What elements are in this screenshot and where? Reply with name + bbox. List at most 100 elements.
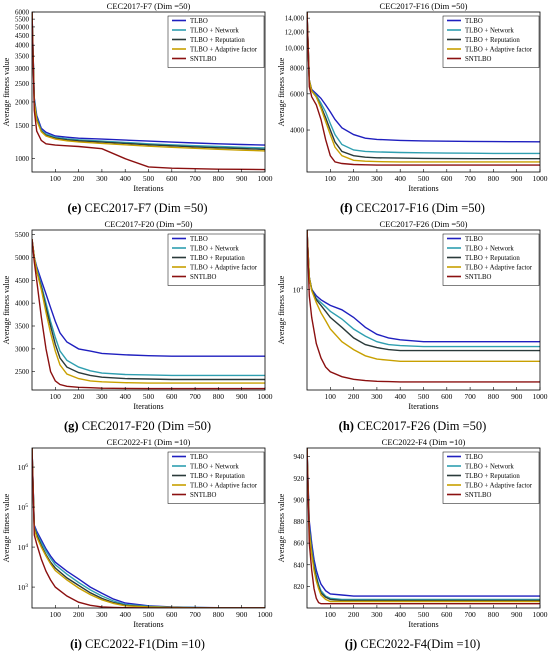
y-axis-label: Average fitness value — [277, 57, 286, 126]
chart-panel-e: CEC2017-F7 (Dim =50) 100 200 300 400 500 600 70… — [0, 0, 275, 218]
caption-h-letter: (h) — [338, 419, 354, 433]
legend: TLBO TLBO + Network TLBO + Reputation TLBO … — [167, 451, 265, 504]
caption-f-letter: (f) — [340, 201, 353, 215]
y-tick-label: 860 — [294, 540, 305, 548]
y-tick-label: 2500 — [15, 368, 30, 376]
y-tick-label: 820 — [294, 583, 305, 591]
x-tick-label: 500 — [418, 610, 430, 619]
x-tick-label: 900 — [511, 610, 523, 619]
x-tick-label: 100 — [50, 610, 62, 619]
x-axis-label: Iterations — [408, 402, 438, 411]
legend-label-1: TLBO — [190, 236, 208, 243]
x-tick-label: 500 — [418, 392, 430, 401]
series-line-1 — [307, 230, 540, 343]
series-line-5 — [32, 448, 265, 608]
x-tick-label: 100 — [325, 392, 337, 401]
legend-label-2: TLBO + Network — [465, 464, 514, 471]
x-tick-label: 700 — [189, 610, 201, 619]
x-tick-label: 800 — [213, 174, 225, 183]
caption-j-text: CEC2022-F4(Dim =10) — [360, 637, 481, 651]
y-tick-label: 5500 — [15, 231, 30, 239]
caption-h: (h) CEC2017-F26 (Dim =50) — [275, 419, 550, 434]
y-tick-label: 6000 — [290, 90, 305, 98]
x-tick-label: 900 — [511, 392, 523, 401]
y-tick-label: 1500 — [15, 122, 30, 130]
x-tick-label: 100 — [50, 174, 62, 183]
x-tick-label: 700 — [189, 392, 201, 401]
legend-label-2: TLBO + Network — [190, 246, 239, 253]
legend-label-2: TLBO + Network — [465, 246, 514, 253]
legend-label-4: TLBO + Adaptive factor — [190, 483, 258, 490]
x-tick-label: 700 — [189, 174, 201, 183]
chart-title: CEC2017-F26 (Dim =50) — [380, 219, 468, 229]
y-axis-label: Average fitness value — [277, 493, 286, 562]
series-line-1 — [307, 12, 540, 143]
y-axis-label: Average fitness value — [2, 275, 11, 344]
legend-label-3: TLBO + Reputation — [465, 37, 520, 44]
x-tick-label: 300 — [96, 392, 108, 401]
y-axis-label: Average fitness value — [277, 275, 286, 344]
chart-i: CEC2022-F1 (Dim =10) 100 200 300 400 500 600 70… — [2, 437, 273, 629]
caption-e: (e) CEC2017-F7 (Dim =50) — [0, 201, 275, 216]
caption-g: (g) CEC2017-F20 (Dim =50) — [0, 419, 275, 434]
legend-label-2: TLBO + Network — [190, 28, 239, 35]
chart-panel-g: CEC2017-F20 (Dim =50) 100 200 300 400 500 600 7… — [0, 218, 275, 436]
x-tick-label: 200 — [73, 392, 85, 401]
y-tick-label: 5000 — [15, 254, 30, 262]
legend-label-3: TLBO + Reputation — [190, 255, 245, 262]
caption-g-text: CEC2017-F20 (Dim =50) — [81, 419, 211, 433]
x-tick-label: 600 — [441, 392, 453, 401]
y-tick-label: 900 — [294, 496, 305, 504]
y-tick-label: 104 — [18, 543, 29, 552]
x-tick-label: 400 — [120, 174, 132, 183]
chart-j: CEC2022-F4 (Dim =10) 100 200 300 400 500 600 70… — [277, 437, 548, 629]
x-tick-label: 200 — [73, 610, 85, 619]
x-tick-label: 900 — [236, 174, 248, 183]
x-tick-label: 1000 — [258, 174, 273, 183]
x-tick-label: 300 — [96, 610, 108, 619]
x-tick-label: 700 — [464, 174, 476, 183]
caption-h-text: CEC2017-F26 (Dim =50) — [357, 419, 487, 433]
chart-g: CEC2017-F20 (Dim =50) 100 200 300 400 500 600 7… — [2, 219, 273, 411]
series-line-4 — [32, 12, 265, 152]
chart-panel-j: CEC2022-F4 (Dim =10) 100 200 300 400 500 600 70… — [275, 436, 550, 655]
caption-f-text: CEC2017-F16 (Dim =50) — [355, 201, 485, 215]
legend-label-4: TLBO + Adaptive factor — [465, 47, 533, 54]
caption-j-letter: (j) — [344, 637, 358, 651]
x-tick-label: 200 — [348, 610, 360, 619]
y-tick-label: 880 — [294, 518, 305, 526]
series-line-4 — [307, 230, 540, 363]
x-tick-label: 600 — [441, 174, 453, 183]
y-tick-label: 940 — [294, 453, 305, 461]
series-line-4 — [32, 239, 265, 384]
caption-e-text: CEC2017-F7 (Dim =50) — [84, 201, 208, 215]
x-tick-label: 700 — [464, 392, 476, 401]
x-tick-label: 1000 — [258, 392, 273, 401]
legend-label-5: SNTLBO — [190, 56, 217, 63]
x-tick-label: 400 — [395, 392, 407, 401]
x-tick-label: 800 — [213, 610, 225, 619]
legend: TLBO TLBO + Network TLBO + Reputation TLBO … — [442, 451, 540, 504]
legend-label-5: SNTLBO — [190, 274, 217, 281]
x-tick-label: 600 — [166, 392, 178, 401]
series-line-4 — [307, 12, 540, 163]
x-tick-label: 200 — [348, 392, 360, 401]
x-tick-label: 700 — [464, 610, 476, 619]
x-tick-label: 100 — [325, 174, 337, 183]
chart-panel-h: CEC2017-F26 (Dim =50) 100 200 300 400 500 600 7… — [275, 218, 550, 436]
x-tick-label: 300 — [96, 174, 108, 183]
chart-title: CEC2022-F1 (Dim =10) — [107, 437, 191, 447]
x-tick-label: 800 — [213, 392, 225, 401]
x-tick-label: 300 — [371, 392, 383, 401]
y-tick-label: 105 — [18, 503, 29, 512]
y-tick-label: 840 — [294, 561, 305, 569]
series-line-3 — [307, 230, 540, 352]
series-line-4 — [307, 448, 540, 603]
y-tick-label: 14,000 — [285, 15, 305, 23]
x-axis-label: Iterations — [133, 402, 163, 411]
x-tick-label: 500 — [143, 174, 155, 183]
x-tick-label: 800 — [488, 610, 500, 619]
x-tick-label: 200 — [73, 174, 85, 183]
y-tick-label: 4500 — [15, 32, 30, 40]
x-tick-label: 400 — [120, 610, 132, 619]
